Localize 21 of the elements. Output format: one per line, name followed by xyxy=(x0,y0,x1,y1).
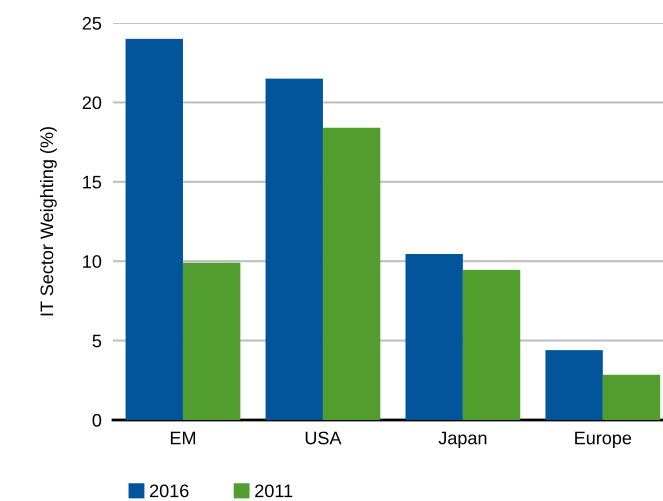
x-tick-label: Japan xyxy=(438,432,486,448)
x-tick-label: EM xyxy=(170,432,196,444)
x-tick-label: USA xyxy=(306,432,342,444)
bar xyxy=(602,374,660,420)
bar xyxy=(126,38,183,420)
bar xyxy=(545,350,603,420)
y-axis-title: IT Sector Weighting (%) xyxy=(40,127,57,316)
bar xyxy=(405,254,463,420)
x-tick-label: Europe xyxy=(575,432,632,448)
bar xyxy=(266,78,323,420)
y-tick-label: 0 xyxy=(92,414,102,427)
bar xyxy=(322,128,380,420)
y-tick-label: 25 xyxy=(82,16,102,30)
bar xyxy=(182,262,240,420)
y-tick-label: 20 xyxy=(82,96,102,110)
bar xyxy=(462,270,520,420)
y-tick-label: 5 xyxy=(92,334,102,348)
legend-label: 2011 xyxy=(255,484,292,498)
legend-label: 2016 xyxy=(150,484,188,498)
y-tick-label: 15 xyxy=(83,176,102,189)
y-tick-label: 10 xyxy=(83,255,102,268)
